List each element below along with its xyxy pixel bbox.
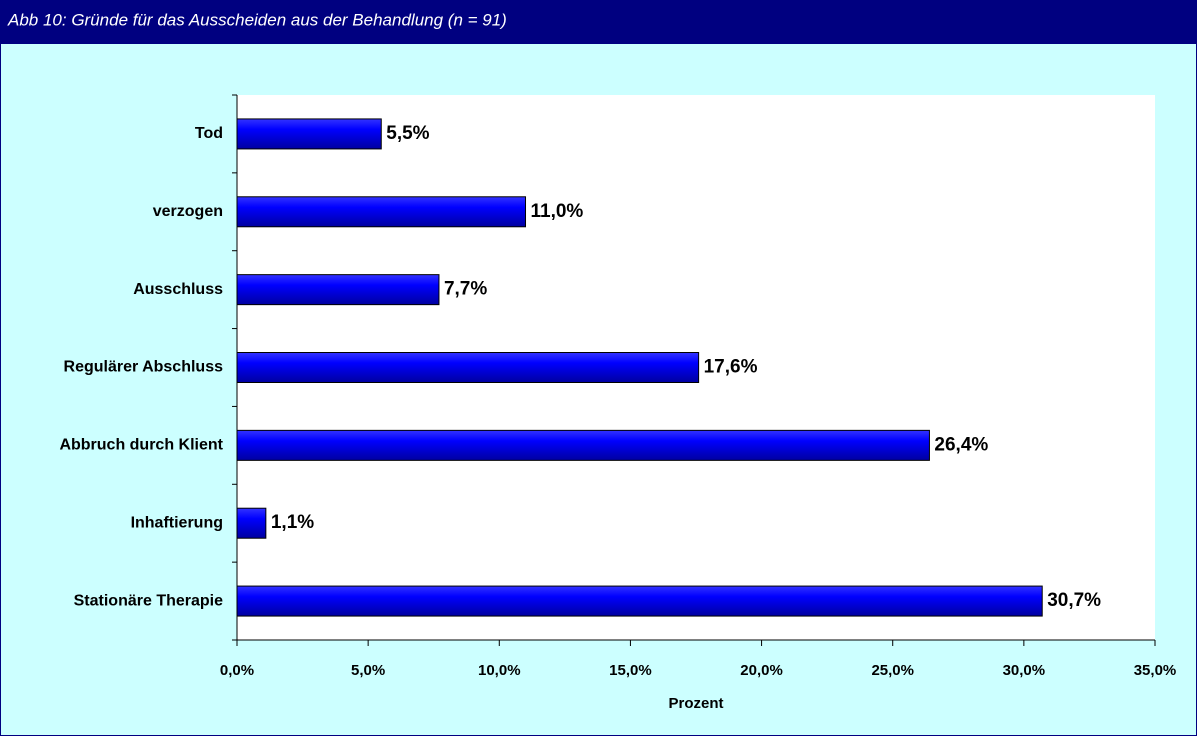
value-label: 11,0% [531,201,584,222]
x-tick-label: 0,0% [220,662,254,679]
bar [236,274,440,306]
bar [236,507,267,539]
bar [236,196,527,228]
x-tick-label: 5,0% [351,662,385,679]
x-tick-label: 20,0% [740,662,783,679]
chart-title: Abb 10: Gründe für das Ausscheiden aus d… [7,10,507,29]
value-label: 1,1% [271,512,314,533]
y-tick-label: Inhaftierung [131,514,223,531]
y-tick-label: Abbruch durch Klient [59,437,223,454]
y-tick-label: Ausschluss [133,281,223,298]
value-label: 26,4% [934,434,988,455]
value-label: 7,7% [444,279,487,300]
bar [236,429,930,461]
bar [236,585,1043,617]
x-tick-label: 35,0% [1134,662,1177,679]
y-tick-label: verzogen [153,203,223,220]
header-bar [0,0,1197,44]
y-tick-label: Tod [195,125,223,142]
bar [236,352,700,383]
bar [236,118,382,150]
x-tick-label: 10,0% [478,662,521,679]
x-tick-label: 15,0% [609,662,652,679]
y-tick-label: Stationäre Therapie [74,592,223,609]
x-tick-label: 25,0% [871,662,914,679]
value-label: 30,7% [1047,590,1101,611]
x-tick-label: 30,0% [1003,662,1046,679]
y-tick-label: Regulärer Abschluss [64,359,224,376]
value-label: 17,6% [704,357,758,378]
x-axis-label: Prozent [668,695,723,712]
value-label: 5,5% [386,123,429,144]
